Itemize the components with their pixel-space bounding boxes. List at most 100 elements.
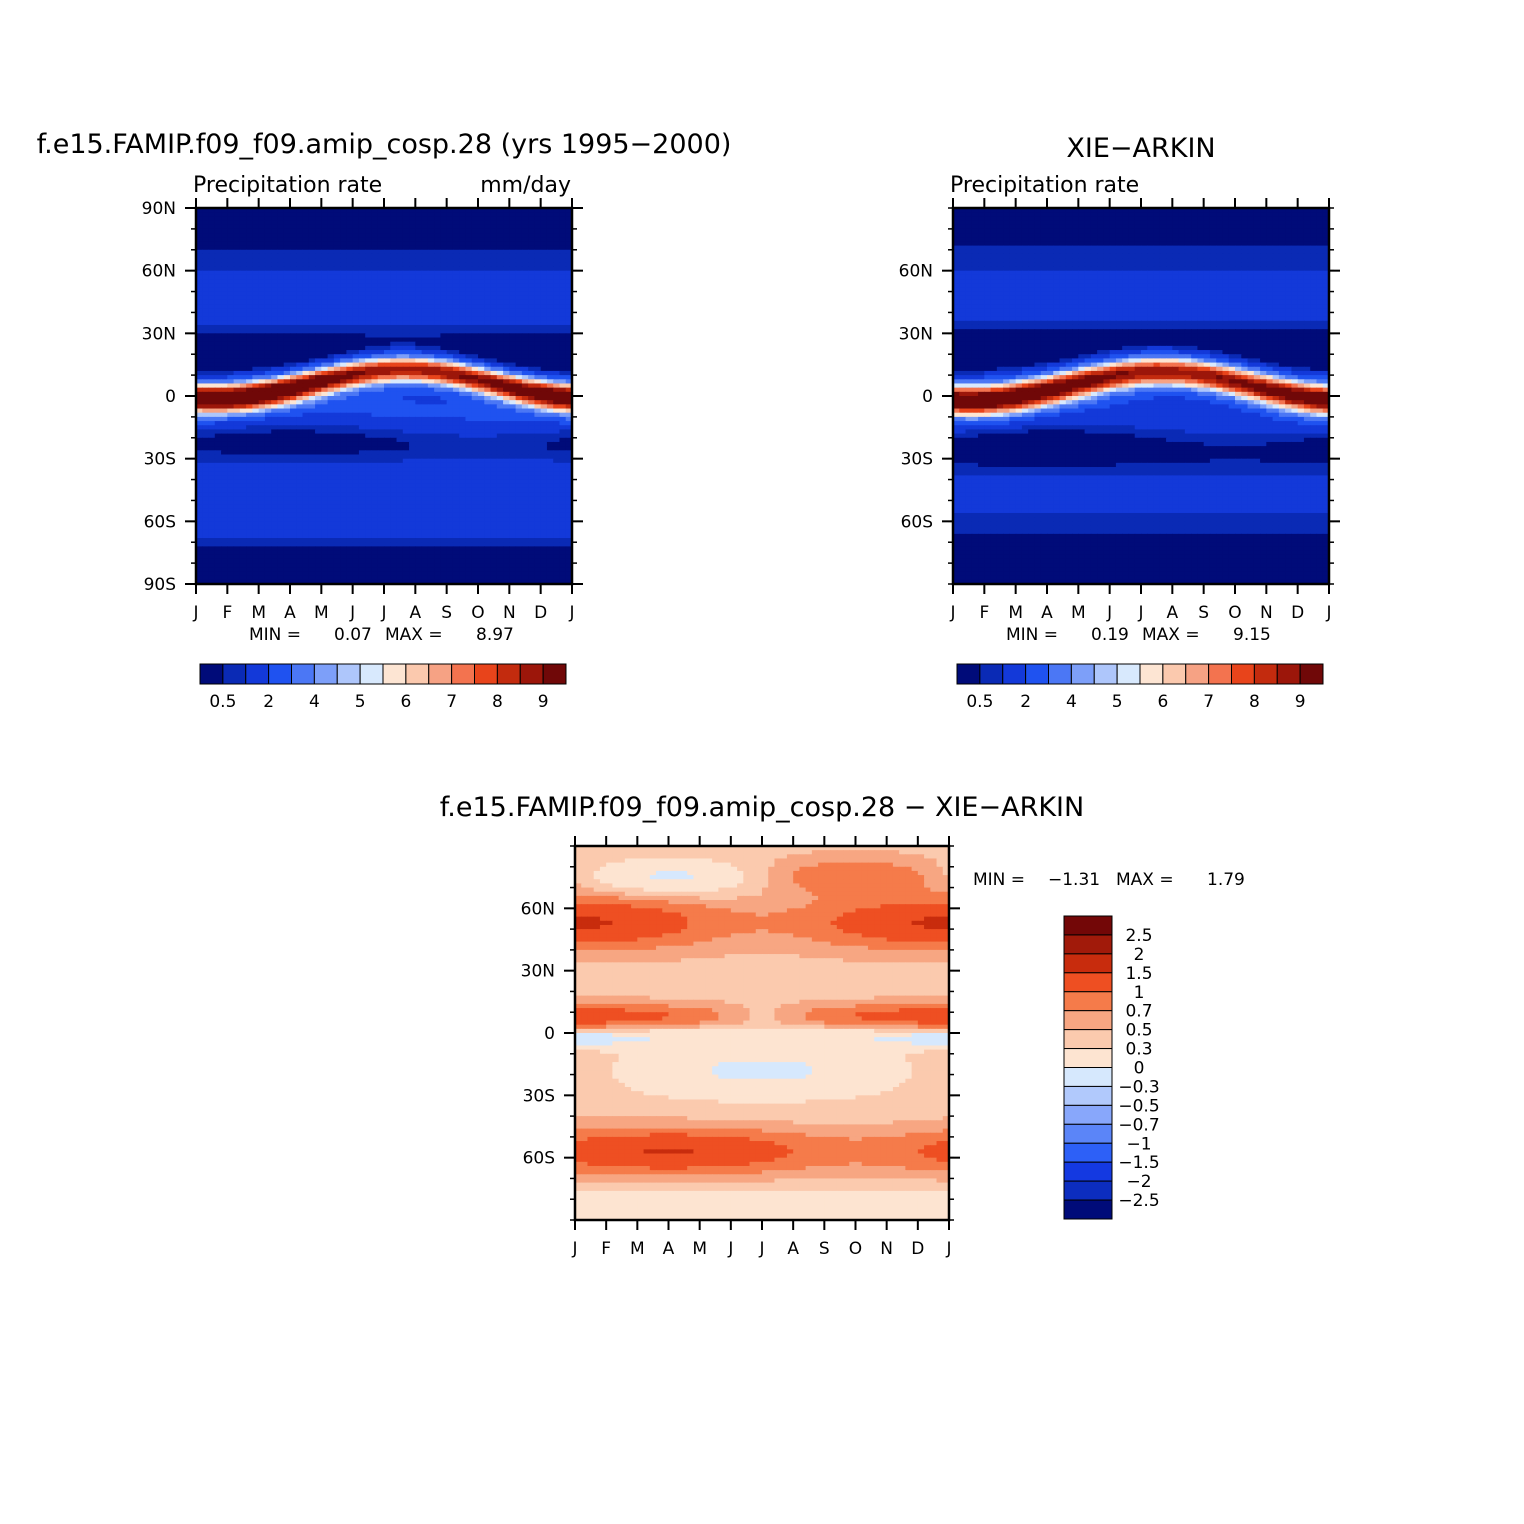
- contour-cell: [484, 487, 492, 493]
- contour-cell: [540, 228, 548, 234]
- contour-cell: [371, 425, 379, 431]
- contour-cell: [321, 366, 329, 372]
- contour-cell: [214, 446, 222, 451]
- contour-cell: [196, 554, 203, 560]
- contour-cell: [283, 212, 291, 217]
- contour-cell: [283, 529, 291, 535]
- contour-cell: [352, 366, 360, 372]
- contour-cell: [258, 479, 266, 485]
- contour-cell: [283, 412, 291, 418]
- contour-cell: [402, 521, 410, 527]
- contour-cell: [308, 337, 316, 343]
- contour-cell: [271, 500, 279, 506]
- contour-cell: [490, 233, 498, 238]
- contour-cell: [415, 437, 423, 443]
- contour-cell: [471, 433, 479, 439]
- contour-cell: [565, 508, 573, 514]
- contour-cell: [521, 450, 529, 456]
- contour-cell: [246, 228, 253, 234]
- contour-cell: [264, 354, 272, 359]
- contour-cell: [490, 433, 498, 439]
- contour-cell: [490, 299, 498, 305]
- contour-cell: [352, 245, 360, 251]
- contour-cell: [264, 245, 272, 251]
- contour-cell: [559, 467, 567, 472]
- contour-cell: [258, 437, 266, 443]
- contour-cell: [490, 295, 498, 301]
- contour-cell: [277, 400, 285, 405]
- contour-cell: [509, 299, 517, 305]
- contour-cell: [421, 383, 429, 389]
- contour-cell: [496, 546, 504, 552]
- contour-cell: [452, 345, 460, 351]
- contour-cell: [521, 508, 529, 514]
- contour-cell: [302, 266, 310, 272]
- contour-cell: [327, 262, 335, 268]
- contour-cell: [333, 324, 341, 330]
- contour-cell: [421, 295, 429, 301]
- contour-cell: [465, 467, 473, 472]
- contour-cell: [352, 283, 360, 288]
- contour-cell: [208, 333, 216, 339]
- contour-cell: [227, 512, 235, 518]
- contour-cell: [427, 253, 435, 259]
- contour-cell: [446, 504, 454, 510]
- contour-cell: [264, 542, 272, 547]
- contour-cell: [202, 370, 210, 376]
- contour-cell: [478, 391, 485, 397]
- contour-cell: [415, 500, 423, 506]
- contour-cell: [496, 512, 504, 518]
- contour-cell: [340, 517, 347, 522]
- contour-cell: [246, 454, 253, 460]
- contour-cell: [233, 437, 241, 443]
- contour-cell: [534, 216, 542, 222]
- contour-cell: [409, 270, 416, 276]
- contour-cell: [214, 299, 222, 305]
- contour-cell: [277, 387, 285, 393]
- contour-cell: [421, 224, 429, 230]
- contour-cell: [365, 404, 373, 410]
- contour-cell: [333, 308, 341, 314]
- contour-cell: [471, 237, 479, 243]
- contour-cell: [546, 329, 554, 334]
- contour-cell: [478, 220, 485, 226]
- contour-cell: [214, 324, 222, 330]
- contour-cell: [246, 467, 253, 472]
- contour-cell: [490, 500, 498, 506]
- contour-cell: [340, 333, 347, 339]
- contour-cell: [302, 249, 310, 255]
- contour-cell: [384, 370, 391, 376]
- contour-cell: [365, 220, 373, 226]
- contour-cell: [384, 462, 391, 468]
- contour-cell: [540, 304, 548, 309]
- contour-cell: [271, 408, 279, 414]
- contour-cell: [233, 295, 241, 301]
- contour-cell: [465, 228, 473, 234]
- contour-cell: [315, 299, 322, 305]
- contour-cell: [534, 433, 542, 439]
- contour-cell: [509, 441, 517, 447]
- contour-cell: [421, 500, 429, 506]
- contour-cell: [252, 433, 260, 439]
- contour-cell: [427, 370, 435, 376]
- contour-cell: [415, 212, 423, 217]
- contour-cell: [258, 525, 266, 531]
- contour-cell: [390, 233, 398, 238]
- contour-cell: [202, 354, 210, 359]
- contour-cell: [271, 233, 279, 238]
- contour-cell: [521, 396, 529, 401]
- contour-cell: [452, 441, 460, 447]
- contour-cell: [452, 458, 460, 464]
- contour-cell: [264, 329, 272, 334]
- contour-cell: [515, 517, 523, 522]
- contour-cell: [208, 212, 216, 217]
- contour-cell: [302, 370, 310, 376]
- contour-cell: [246, 429, 253, 435]
- contour-cell: [352, 525, 360, 531]
- contour-cell: [315, 354, 322, 359]
- contour-cell: [515, 329, 523, 334]
- contour-cell: [358, 354, 366, 359]
- contour-cell: [553, 208, 561, 213]
- contour-cell: [415, 521, 423, 527]
- contour-cell: [283, 350, 291, 355]
